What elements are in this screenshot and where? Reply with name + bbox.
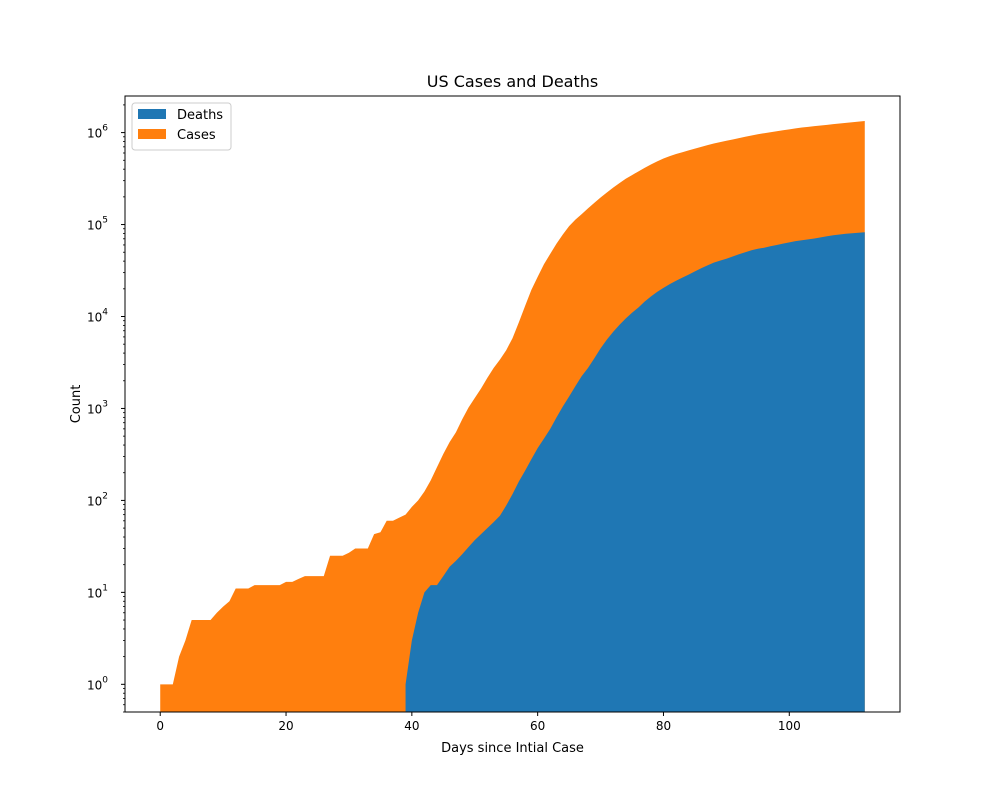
y-tick-exponent: 3: [102, 399, 108, 409]
y-tick-exponent: 4: [102, 308, 108, 318]
y-tick-exponent: 2: [102, 491, 108, 501]
x-tick-label: 80: [656, 719, 671, 733]
chart-title: US Cases and Deaths: [427, 72, 598, 91]
x-tick-label: 0: [156, 719, 164, 733]
y-tick-exponent: 5: [102, 216, 108, 226]
y-tick-exponent: 1: [102, 583, 108, 593]
x-tick-label: 100: [778, 719, 801, 733]
series-area-deaths: [405, 232, 865, 713]
legend-swatch-cases: [138, 129, 166, 139]
axes-frame: [124, 95, 901, 713]
y-tick-exponent: 0: [102, 675, 108, 685]
legend-label-deaths: Deaths: [177, 108, 223, 123]
legend: Deaths Cases: [131, 102, 232, 151]
y-tick-exponent: 6: [102, 124, 108, 134]
plot-area: [124, 95, 901, 713]
x-axis: 0 20 40 60 80 100: [156, 712, 801, 733]
x-tick-label: 60: [530, 719, 545, 733]
x-tick-label: 40: [404, 719, 419, 733]
y-axis-label: Count: [69, 385, 84, 424]
series-layer: [160, 121, 865, 713]
x-axis-label: Days since Intial Case: [441, 741, 584, 756]
legend-swatch-deaths: [138, 109, 166, 119]
x-tick-label: 20: [278, 719, 293, 733]
legend-label-cases: Cases: [177, 128, 216, 143]
